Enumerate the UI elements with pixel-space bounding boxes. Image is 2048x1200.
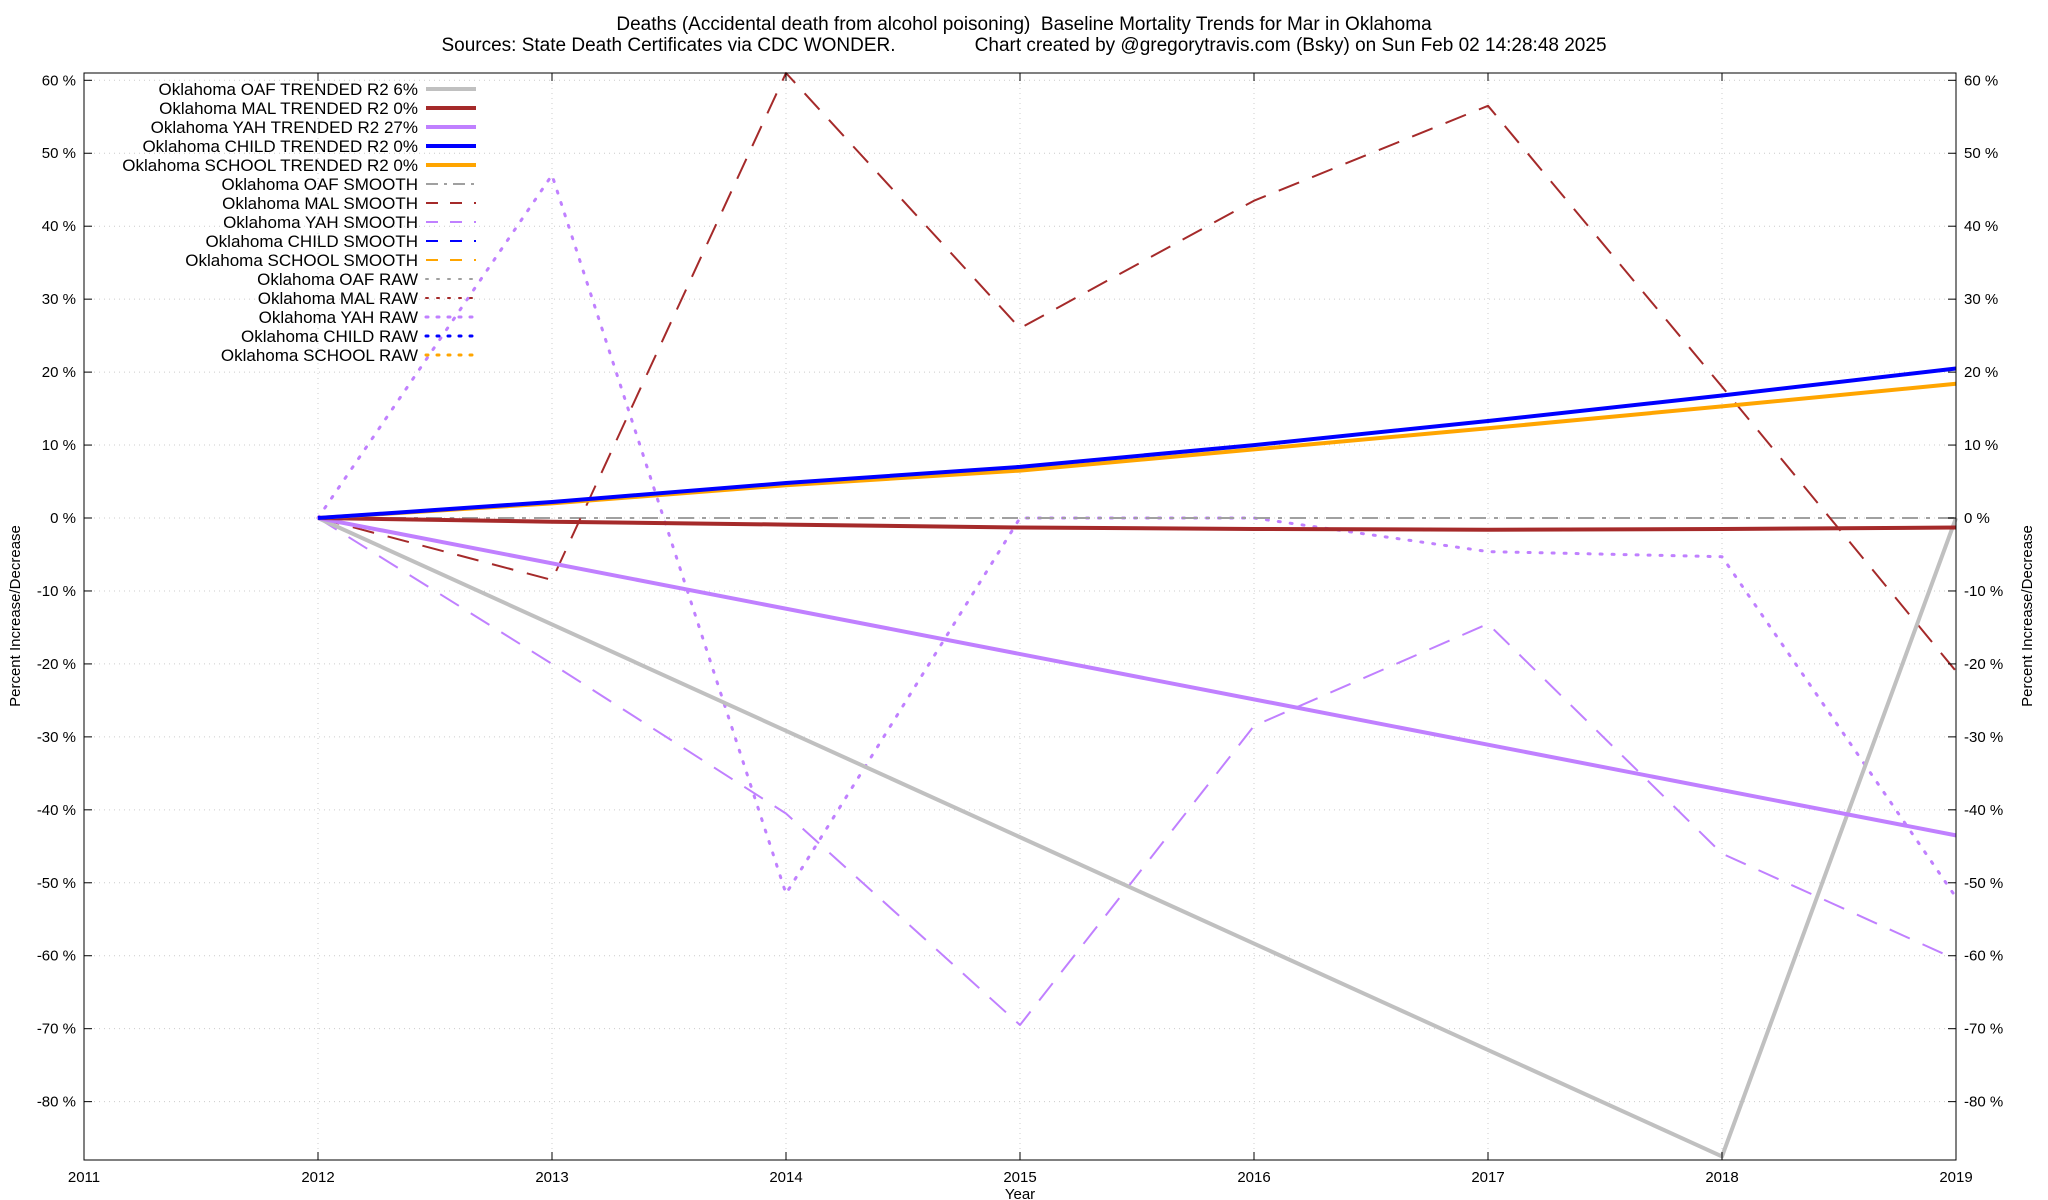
y-tick-label-right: 30 % <box>1964 291 1998 308</box>
series-line <box>317 517 1957 1026</box>
y-tick-label-left: -60 % <box>37 948 76 965</box>
y-tick-label-left: -50 % <box>37 875 76 892</box>
y-axis-label-left: Percent Increase/Decrease <box>7 525 24 707</box>
y-tick-label-right: 20 % <box>1964 364 1998 381</box>
y-tick-label-right: 0 % <box>1964 510 1990 527</box>
y-tick-label-right: -10 % <box>1964 583 2003 600</box>
legend-label: Oklahoma CHILD TRENDED R2 0% <box>142 137 418 156</box>
grid-layer <box>83 73 1957 1160</box>
y-tick-label-left: -30 % <box>37 729 76 746</box>
legend-label: Oklahoma YAH TRENDED R2 27% <box>151 118 418 137</box>
axis-layer: 60 % 60 % 50 % 50 % 40 % 40 % 30 % 30 % 20 % 20 %… <box>37 72 2003 1186</box>
y-tick-label-left: -40 % <box>37 802 76 819</box>
legend-label: Oklahoma OAF SMOOTH <box>222 175 418 194</box>
legend-label: Oklahoma MAL TRENDED R2 0% <box>159 99 418 118</box>
x-tick-label: 2016 <box>1237 1169 1270 1186</box>
x-tick-label: 2017 <box>1471 1169 1504 1186</box>
legend-label: Oklahoma YAH RAW <box>259 308 418 327</box>
x-tick-label: 2019 <box>1939 1169 1972 1186</box>
y-tick-label-left: 20 % <box>42 364 76 381</box>
chart-title: Deaths (Accidental death from alcohol po… <box>616 14 1432 35</box>
y-tick-label-right: -70 % <box>1964 1021 2003 1038</box>
series-line <box>317 381 1957 520</box>
series-line <box>317 366 1957 520</box>
series-line <box>317 72 1957 672</box>
x-tick-label: 2015 <box>1003 1169 1036 1186</box>
y-tick-label-right: -40 % <box>1964 802 2003 819</box>
x-tick-label: 2011 <box>68 1169 100 1186</box>
x-tick-label: 2013 <box>535 1169 568 1186</box>
y-axis-label-right: Percent Increase/Decrease <box>2019 525 2036 707</box>
legend-label: Oklahoma SCHOOL RAW <box>221 346 418 365</box>
y-tick-label-left: -20 % <box>37 656 76 673</box>
legend-label: Oklahoma CHILD RAW <box>241 327 418 346</box>
y-tick-label-left: 60 % <box>42 72 76 89</box>
x-tick-label: 2018 <box>1705 1169 1738 1186</box>
legend-label: Oklahoma SCHOOL TRENDED R2 0% <box>122 156 418 175</box>
y-tick-label-left: 40 % <box>42 218 76 235</box>
legend-label: Oklahoma OAF TRENDED R2 6% <box>159 80 418 99</box>
y-tick-label-right: 50 % <box>1964 145 1998 162</box>
y-tick-label-right: 60 % <box>1964 72 1998 89</box>
legend-label: Oklahoma SCHOOL SMOOTH <box>185 251 418 270</box>
x-axis-label: Year <box>1005 1186 1035 1200</box>
legend-label: Oklahoma OAF RAW <box>257 270 418 289</box>
y-tick-label-right: 40 % <box>1964 218 1998 235</box>
y-tick-label-right: -60 % <box>1964 948 2003 965</box>
y-tick-label-right: 10 % <box>1964 437 1998 454</box>
y-tick-label-left: 50 % <box>42 145 76 162</box>
legend-label: Oklahoma YAH SMOOTH <box>223 213 418 232</box>
series-line <box>317 516 1957 838</box>
y-tick-label-left: 30 % <box>42 291 76 308</box>
y-tick-label-left: -10 % <box>37 583 76 600</box>
legend-label: Oklahoma CHILD SMOOTH <box>205 232 418 251</box>
y-tick-label-right: -50 % <box>1964 875 2003 892</box>
legend-label: Oklahoma MAL RAW <box>258 289 418 308</box>
y-tick-label-left: -80 % <box>37 1094 76 1111</box>
y-tick-label-right: -80 % <box>1964 1094 2003 1111</box>
y-tick-label-right: -20 % <box>1964 656 2003 673</box>
series-line <box>317 516 1958 1159</box>
x-tick-label: 2014 <box>769 1169 802 1186</box>
chart-subtitle: Sources: State Death Certificates via CD… <box>441 35 1607 56</box>
y-tick-label-left: 0 % <box>50 510 76 527</box>
series-layer <box>316 72 1958 1159</box>
y-tick-label-right: -30 % <box>1964 729 2003 746</box>
legend-label: Oklahoma MAL SMOOTH <box>222 194 418 213</box>
series-line <box>317 516 1957 532</box>
legend: Oklahoma OAF TRENDED R2 6%Oklahoma MAL T… <box>122 80 478 365</box>
y-tick-label-left: 10 % <box>42 437 76 454</box>
y-tick-label-left: -70 % <box>37 1021 76 1038</box>
x-tick-label: 2012 <box>301 1169 334 1186</box>
